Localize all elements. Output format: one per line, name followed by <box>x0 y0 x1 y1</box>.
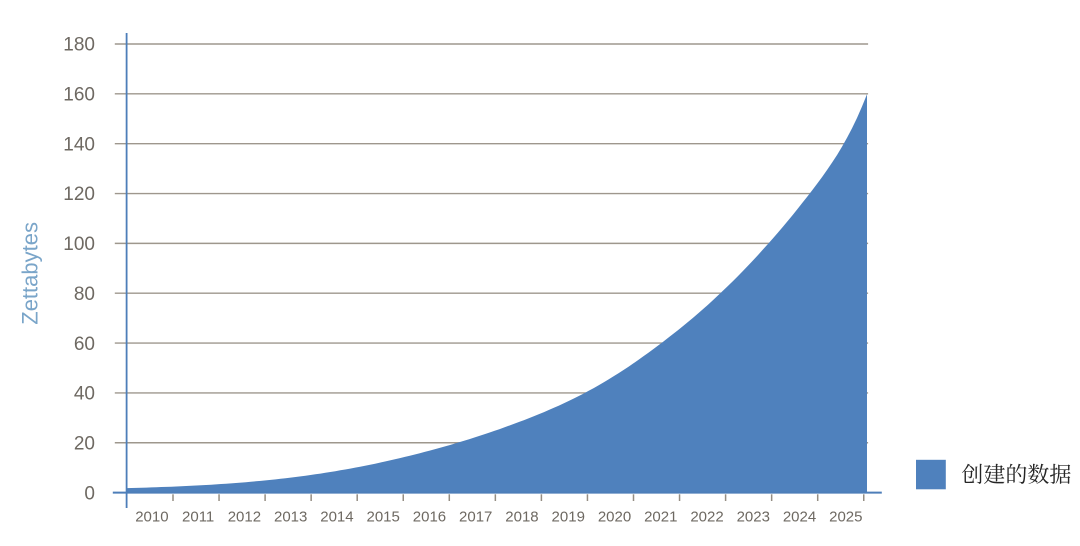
svg-text:120: 120 <box>63 184 95 205</box>
svg-text:2012: 2012 <box>228 508 261 525</box>
svg-text:Zettabytes: Zettabytes <box>17 222 42 325</box>
svg-text:160: 160 <box>63 85 95 106</box>
svg-text:2013: 2013 <box>274 508 307 525</box>
svg-text:80: 80 <box>74 284 95 305</box>
svg-text:2014: 2014 <box>320 508 353 525</box>
svg-text:140: 140 <box>63 134 95 155</box>
svg-text:2023: 2023 <box>737 508 770 525</box>
svg-text:180: 180 <box>63 35 95 56</box>
svg-text:2021: 2021 <box>644 508 677 525</box>
svg-text:2015: 2015 <box>367 508 400 525</box>
svg-text:100: 100 <box>63 234 95 255</box>
svg-text:2019: 2019 <box>552 508 585 525</box>
svg-text:20: 20 <box>74 433 95 454</box>
svg-text:0: 0 <box>84 483 95 504</box>
svg-text:2022: 2022 <box>690 508 723 525</box>
svg-text:2016: 2016 <box>413 508 446 525</box>
svg-text:60: 60 <box>74 334 95 355</box>
svg-text:40: 40 <box>74 384 95 405</box>
svg-text:2010: 2010 <box>135 508 168 525</box>
svg-text:2017: 2017 <box>459 508 492 525</box>
svg-text:2024: 2024 <box>783 508 816 525</box>
svg-text:2018: 2018 <box>505 508 538 525</box>
svg-text:2020: 2020 <box>598 508 631 525</box>
svg-text:2011: 2011 <box>182 508 214 525</box>
svg-text:2025: 2025 <box>829 508 862 525</box>
